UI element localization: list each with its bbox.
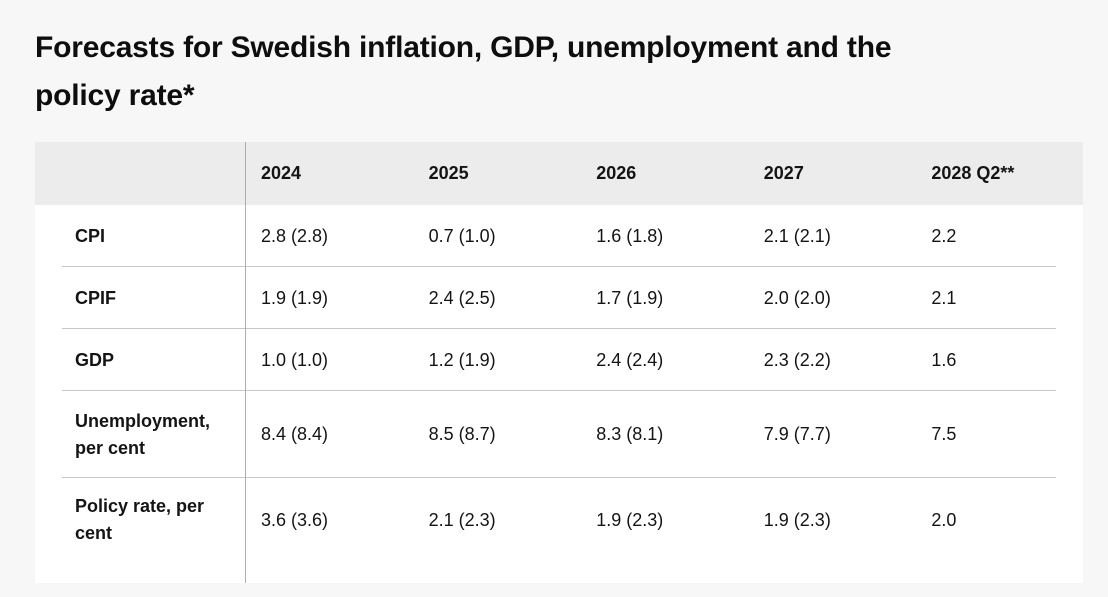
cell-value: 1.9 (2.3) xyxy=(596,509,664,530)
cell-value: 1.2 (1.9) xyxy=(428,349,496,370)
cell-value: 1.9 (2.3) xyxy=(763,509,831,530)
row-label: CPI xyxy=(75,225,106,246)
cell-value: 1.6 xyxy=(931,349,957,370)
header-cell-2025: 2025 xyxy=(428,163,469,183)
row-label: CPIF xyxy=(75,287,117,308)
header-cell-2028-q2: 2028 Q2** xyxy=(931,163,1015,183)
cell-value: 2.0 (2.0) xyxy=(763,287,831,308)
cell-value: 2.1 (2.3) xyxy=(428,509,496,530)
page-title: Forecasts for Swedish inflation, GDP, un… xyxy=(35,24,1065,120)
header-cell-2024: 2024 xyxy=(261,163,302,183)
cell-value: 2.1 (2.1) xyxy=(763,225,831,246)
table-header-row: 2024 2025 2026 2027 2028 Q2** xyxy=(35,142,1083,205)
table-row-unemployment: Unemployment, per cent 8.4 (8.4) 8.5 (8.… xyxy=(35,391,1083,478)
table-row-cpi: CPI 2.8 (2.8) 0.7 (1.0) 1.6 (1.8) 2.1 (2… xyxy=(35,205,1083,267)
cell-value: 1.9 (1.9) xyxy=(261,287,329,308)
cell-value: 2.1 xyxy=(931,287,957,308)
cell-value: 7.5 xyxy=(931,424,957,444)
cell-value: 1.6 (1.8) xyxy=(596,225,664,246)
cell-value: 2.3 (2.2) xyxy=(763,349,831,370)
forecast-table: 2024 2025 2026 2027 2028 Q2** CPI 2.8 (2… xyxy=(35,142,1083,583)
cell-value: 2.4 (2.5) xyxy=(428,287,496,308)
table-row-policy-rate: Policy rate, per cent 3.6 (3.6) 2.1 (2.3… xyxy=(35,478,1083,562)
column-divider xyxy=(245,142,246,583)
table-body: CPI 2.8 (2.8) 0.7 (1.0) 1.6 (1.8) 2.1 (2… xyxy=(35,205,1083,583)
header-cell-2027: 2027 xyxy=(763,163,804,183)
cell-value: 3.6 (3.6) xyxy=(261,509,329,530)
row-label: GDP xyxy=(75,349,115,370)
cell-value: 1.0 (1.0) xyxy=(261,349,329,370)
cell-value: 2.8 (2.8) xyxy=(261,225,329,246)
cell-value: 1.7 (1.9) xyxy=(596,287,664,308)
cell-value: 2.0 xyxy=(931,509,957,530)
table-row-cpif: CPIF 1.9 (1.9) 2.4 (2.5) 1.7 (1.9) 2.0 (… xyxy=(35,267,1083,329)
cell-value: 2.4 (2.4) xyxy=(596,349,664,370)
cell-value: 8.5 (8.7) xyxy=(428,424,496,444)
row-label: Unemployment, per cent xyxy=(75,410,211,458)
page-title-line2: policy rate* xyxy=(35,79,195,112)
header-cell-2026: 2026 xyxy=(596,163,637,183)
cell-value: 7.9 (7.7) xyxy=(763,424,831,444)
cell-value: 8.3 (8.1) xyxy=(596,424,664,444)
cell-value: 0.7 (1.0) xyxy=(428,225,496,246)
row-label: Policy rate, per cent xyxy=(75,496,205,543)
page-title-line1: Forecasts for Swedish inflation, GDP, un… xyxy=(35,31,892,64)
table-row-gdp: GDP 1.0 (1.0) 1.2 (1.9) 2.4 (2.4) 2.3 (2… xyxy=(35,329,1083,391)
cell-value: 2.2 xyxy=(931,225,957,246)
cell-value: 8.4 (8.4) xyxy=(261,424,329,444)
